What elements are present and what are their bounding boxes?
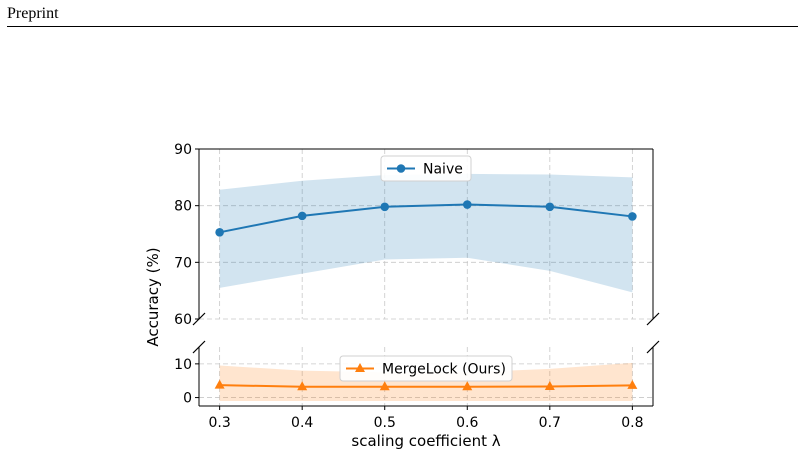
marker-0-0-5 <box>628 212 637 221</box>
ytick-label-0-0: 60 <box>174 312 192 328</box>
xtick-label-5: 0.8 <box>621 415 643 431</box>
marker-0-0-0 <box>215 228 224 237</box>
break-mark-0-1 <box>646 312 660 326</box>
legend-box-1 <box>339 355 513 382</box>
marker-1-0-1 <box>297 381 308 391</box>
marker-1-0-2 <box>379 381 390 391</box>
ytick-label-1-1: 10 <box>174 357 192 373</box>
tick-layer: 60 70 80 90 0 10 0.3 0.4 0.5 0.6 0.7 0.8 <box>174 142 643 431</box>
xtick-label-2: 0.5 <box>374 415 396 431</box>
marker-1-0-4 <box>544 380 555 390</box>
legend-layer: Naive MergeLock (Ours) <box>339 155 513 382</box>
band-1-0 <box>219 362 633 401</box>
marker-1-0-3 <box>462 381 473 391</box>
legend-label-0: Naive <box>423 162 463 178</box>
series-line-0-0 <box>219 203 633 234</box>
x-axis-label: scaling coefficient λ <box>351 432 500 450</box>
y-axis-label: Accuracy (%) <box>144 247 162 346</box>
marker-0-0-4 <box>545 202 555 212</box>
break-mark-1-1 <box>646 340 660 354</box>
xtick-label-1: 0.4 <box>291 415 313 431</box>
ytick-label-0-3: 90 <box>174 142 192 158</box>
legend-box-0 <box>380 155 472 182</box>
legend-label-1: MergeLock (Ours) <box>382 362 506 378</box>
ytick-label-0-2: 80 <box>174 199 192 215</box>
marker-1-0-0 <box>214 379 225 389</box>
xtick-label-3: 0.6 <box>456 415 478 431</box>
band-layer <box>219 173 633 401</box>
marker-0-0-3 <box>462 200 472 209</box>
header-rule <box>7 26 798 27</box>
page-header: Preprint <box>7 5 59 22</box>
marker-0-0-1 <box>297 211 307 221</box>
band-0-0 <box>219 173 633 293</box>
xtick-label-4: 0.7 <box>539 415 561 431</box>
marker-1-0-5 <box>627 379 638 389</box>
legend-1: MergeLock (Ours) <box>339 355 513 382</box>
series-line-1-0 <box>219 384 633 388</box>
series-layer <box>214 200 638 391</box>
legend-0: Naive <box>380 155 472 182</box>
ytick-label-0-1: 70 <box>174 255 192 271</box>
legend-marker-1 <box>355 363 365 372</box>
xtick-label-0: 0.3 <box>209 415 231 431</box>
ytick-label-1-0: 0 <box>183 391 192 407</box>
legend-marker-0 <box>396 164 406 173</box>
break-mark-1-0 <box>192 340 206 354</box>
marker-0-0-2 <box>380 202 390 212</box>
